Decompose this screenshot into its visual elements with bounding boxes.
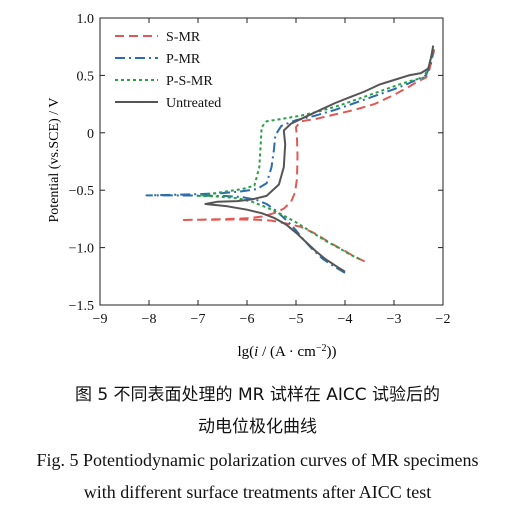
- y-tick-label: 0.5: [77, 69, 95, 84]
- y-tick-label: −0.5: [69, 184, 94, 199]
- x-tick-label: −8: [142, 312, 157, 327]
- caption-cn-line1: 图 5 不同表面处理的 MR 试样在 AICC 试验后的: [74, 385, 441, 405]
- series-line-s-mr: [179, 49, 436, 263]
- y-axis-title: Potential (vs.SCE) / V: [47, 98, 62, 223]
- x-tick-label: −4: [338, 312, 353, 327]
- x-tick-label: −9: [93, 312, 108, 327]
- x-tick-label: −7: [191, 312, 206, 327]
- legend-label: P-S-MR: [166, 74, 213, 89]
- legend: S-MR P-MR P-S-MR Untreated: [115, 30, 221, 111]
- x-tick-label: −6: [240, 312, 255, 327]
- x-tick-label: −2: [436, 312, 451, 327]
- caption-en-line2: with different surface treatments after …: [83, 482, 432, 502]
- legend-label: P-MR: [166, 52, 201, 67]
- polarization-chart: −9 −8 −7 −6 −5 −4 −3 −2 −1.5 −1.0 −0.5 0 0.5 1.0 S-MR…: [47, 12, 451, 361]
- series-line-untreated: [204, 45, 435, 273]
- legend-label: S-MR: [166, 30, 201, 45]
- x-axis-title: lg(i / (A · cm−2)): [238, 343, 337, 361]
- legend-label: Untreated: [166, 96, 221, 111]
- series-layer: [145, 45, 436, 274]
- caption-en-line1: Fig. 5 Potentiodynamic polarization curv…: [36, 450, 479, 470]
- y-tick-label: 0: [87, 127, 94, 142]
- plot-frame: [99, 17, 444, 306]
- caption-cn-line2: 动电位极化曲线: [198, 417, 317, 437]
- x-tick-label: −3: [387, 312, 402, 327]
- y-tick-label: −1.5: [69, 299, 94, 314]
- y-tick-label: 1.0: [77, 12, 95, 27]
- series-line-p-mr: [145, 48, 435, 274]
- x-tick-label: −5: [289, 312, 304, 327]
- axes: −9 −8 −7 −6 −5 −4 −3 −2 −1.5 −1.0 −0.5 0 0.5 1.0: [69, 12, 451, 327]
- y-tick-label: −1.0: [69, 242, 94, 257]
